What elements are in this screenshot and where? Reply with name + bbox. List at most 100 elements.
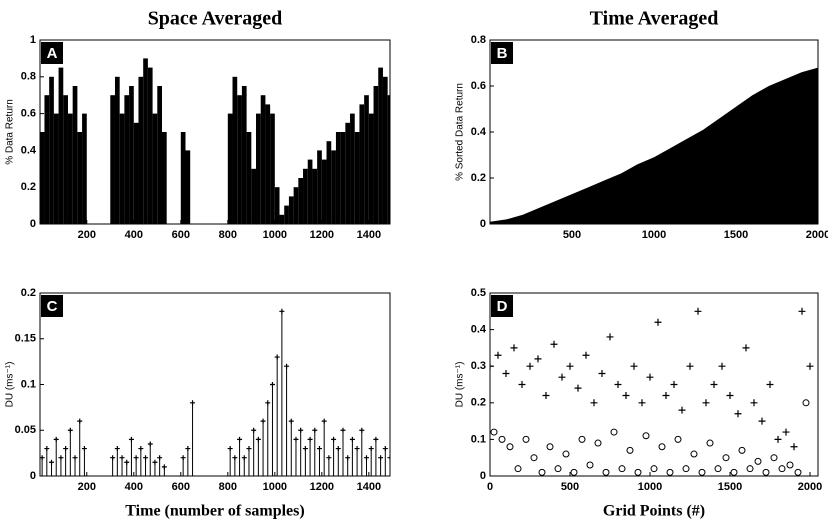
x-tick-label: 1000: [638, 481, 662, 493]
bar: [288, 196, 294, 224]
stem-marker: [232, 455, 238, 461]
marker-circle: [802, 399, 810, 407]
x-tick-label: 1400: [357, 481, 381, 493]
marker-plus: [774, 435, 782, 443]
marker-circle: [594, 439, 602, 447]
bar: [246, 132, 252, 224]
marker-circle: [650, 465, 658, 473]
marker-plus: [582, 351, 590, 359]
bar: [124, 95, 130, 224]
stem-marker: [349, 436, 355, 442]
bar: [350, 113, 355, 224]
marker-plus: [694, 307, 702, 315]
marker-plus: [670, 381, 678, 388]
bar: [387, 95, 390, 224]
stem-marker: [307, 436, 313, 442]
y-tick-label: 0.1: [471, 433, 486, 445]
panel-label-box: [41, 42, 63, 64]
marker-circle: [626, 446, 634, 454]
marker-circle: [682, 465, 690, 473]
stem-marker: [114, 446, 120, 452]
bar: [232, 76, 238, 224]
marker-plus: [646, 373, 654, 381]
bar: [133, 122, 139, 224]
stem-marker: [190, 400, 196, 406]
stem-marker: [133, 455, 139, 461]
stem-marker: [345, 455, 351, 461]
marker-circle: [754, 457, 762, 465]
stem-marker: [279, 308, 285, 314]
stem-marker: [180, 455, 186, 461]
marker-plus: [590, 399, 598, 407]
x-tick-label: 1500: [724, 229, 748, 241]
marker-circle: [674, 435, 682, 443]
marker-circle: [698, 468, 706, 476]
bar: [129, 86, 134, 224]
stem-marker: [298, 427, 304, 433]
marker-plus: [758, 417, 766, 425]
y-tick-label: 0.5: [471, 287, 486, 299]
stem-marker: [335, 446, 341, 452]
y-tick-label: 0.1: [21, 378, 36, 390]
y-tick-label: 0.3: [471, 360, 486, 372]
y-tick-label: 0: [480, 218, 486, 230]
stem-marker: [72, 455, 78, 461]
marker-plus: [558, 373, 566, 381]
stem-marker: [269, 382, 275, 387]
marker-plus: [654, 318, 662, 326]
stem-marker: [387, 455, 390, 461]
marker-circle: [762, 468, 770, 476]
y-tick-label: 0: [30, 470, 36, 482]
plot-area: [490, 67, 818, 224]
bar: [312, 168, 318, 224]
bar: [303, 168, 308, 224]
x-tick-label: 2000: [798, 481, 822, 493]
stem-marker: [363, 455, 369, 461]
bar: [40, 132, 45, 224]
marker-circle: [770, 454, 778, 462]
marker-circle: [530, 454, 538, 462]
x-tick-label: 500: [563, 229, 581, 241]
x-tick-label: 800: [219, 229, 237, 241]
bar: [274, 187, 280, 224]
marker-circle: [634, 468, 642, 476]
marker-plus: [726, 391, 734, 399]
stem-marker: [152, 459, 158, 465]
bar: [382, 76, 388, 224]
marker-plus: [622, 391, 630, 399]
stem-marker: [241, 455, 247, 461]
axes-frame: [489, 292, 819, 477]
stem-marker: [382, 446, 388, 452]
x-tick-label: 1000: [642, 229, 666, 241]
bar: [143, 58, 148, 224]
y-tick-label: 0.6: [21, 108, 36, 120]
bar: [321, 159, 327, 224]
bar: [138, 76, 144, 224]
marker-circle: [490, 428, 498, 436]
stem-marker: [58, 455, 64, 461]
marker-plus: [550, 340, 558, 348]
marker-circle: [730, 468, 738, 476]
chart-title: Time Averaged: [590, 8, 719, 30]
marker-plus: [782, 428, 790, 436]
stem-marker: [284, 363, 290, 369]
stem-marker: [161, 464, 167, 470]
bar: [354, 132, 360, 224]
y-tick-label: 0.05: [15, 424, 36, 436]
y-axis-label: % Sorted Data Return: [455, 83, 466, 181]
bar: [317, 150, 322, 224]
marker-circle: [658, 443, 666, 451]
marker-plus: [750, 399, 758, 407]
y-tick-label: 0.2: [471, 397, 486, 409]
marker-plus: [678, 406, 686, 414]
bar: [49, 76, 54, 224]
x-tick-label: 1200: [310, 229, 334, 241]
marker-plus: [734, 410, 742, 418]
y-tick-label: 0.4: [21, 144, 37, 156]
x-tick-label: 500: [561, 481, 579, 493]
marker-circle: [506, 443, 514, 451]
y-axis-label: DU (ms⁻¹): [5, 362, 16, 408]
marker-circle: [666, 468, 674, 476]
bar: [147, 67, 153, 224]
y-tick-label: 0.2: [21, 287, 36, 299]
